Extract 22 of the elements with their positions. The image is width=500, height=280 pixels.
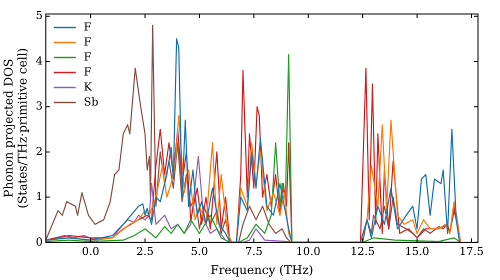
legend-label: F xyxy=(84,50,92,64)
y-tick-label: 4 xyxy=(36,54,43,68)
legend-label: F xyxy=(84,35,92,48)
y-tick-label: 3 xyxy=(36,100,43,113)
x-axis-title: Frequency (THz) xyxy=(210,262,314,277)
legend-label: K xyxy=(84,80,93,94)
x-tick-label: 12.5 xyxy=(350,244,375,258)
y-tick-label: 5 xyxy=(36,9,43,22)
legend-label: Sb xyxy=(84,95,98,108)
x-tick-label: 0.0 xyxy=(82,244,100,258)
y-tick-label: 0 xyxy=(36,235,43,248)
x-tick-label: 2.5 xyxy=(136,244,154,258)
legend-label: F xyxy=(84,65,92,78)
x-tick-label: 5.0 xyxy=(190,244,208,258)
y-tick-label: 2 xyxy=(36,144,43,158)
x-tick-label: 17.5 xyxy=(459,244,484,258)
x-tick-label: 15.0 xyxy=(404,244,430,258)
y-tick-label: 1 xyxy=(36,190,43,204)
x-tick-label: 10.0 xyxy=(296,244,321,258)
y-axis-title: Phonon projected DOS (States/THz·primitive cell) xyxy=(1,48,30,209)
legend-label: F xyxy=(84,20,92,34)
x-tick-label: 7.5 xyxy=(245,244,263,258)
